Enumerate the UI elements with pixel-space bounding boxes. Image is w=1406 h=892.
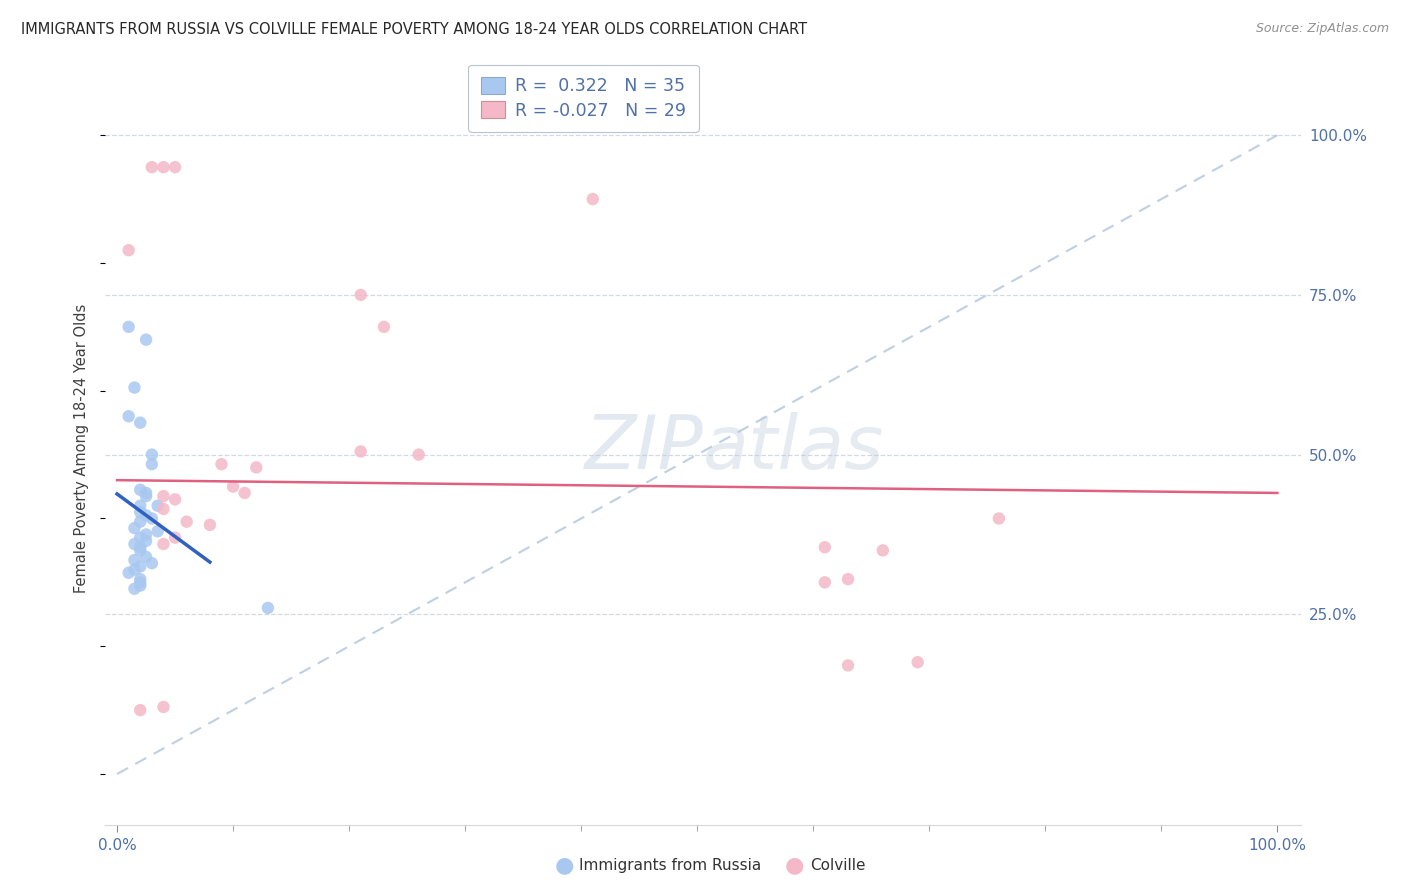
- Point: [198, 517, 221, 532]
- Point: [408, 448, 430, 462]
- Point: [129, 483, 152, 497]
- Point: [146, 499, 169, 513]
- Y-axis label: Female Poverty Among 18-24 Year Olds: Female Poverty Among 18-24 Year Olds: [75, 303, 90, 593]
- Point: [165, 531, 187, 545]
- Point: [872, 543, 894, 558]
- Text: atlas: atlas: [703, 412, 884, 484]
- Point: [987, 511, 1010, 525]
- Point: [211, 457, 233, 471]
- Point: [152, 502, 174, 516]
- Point: [141, 448, 163, 462]
- Point: [907, 655, 929, 669]
- Point: [129, 540, 152, 554]
- Point: [129, 575, 152, 590]
- Point: [233, 486, 256, 500]
- Point: [152, 700, 174, 714]
- Point: [165, 160, 187, 174]
- Text: Source: ZipAtlas.com: Source: ZipAtlas.com: [1256, 22, 1389, 36]
- Point: [124, 521, 146, 535]
- Point: [350, 444, 373, 458]
- Point: [141, 556, 163, 570]
- Point: [129, 559, 152, 574]
- Point: [176, 515, 198, 529]
- Point: [165, 492, 187, 507]
- Point: [124, 380, 146, 394]
- Point: [129, 578, 152, 592]
- Point: [135, 508, 157, 523]
- Text: Colville: Colville: [810, 858, 865, 872]
- Point: [129, 515, 152, 529]
- Point: [141, 511, 163, 525]
- Point: [245, 460, 267, 475]
- Point: [152, 537, 174, 551]
- Text: ●: ●: [554, 855, 574, 875]
- Point: [118, 566, 141, 580]
- Point: [837, 658, 859, 673]
- Point: [129, 543, 152, 558]
- Point: [124, 582, 146, 596]
- Point: [124, 563, 146, 577]
- Point: [582, 192, 605, 206]
- Point: [129, 416, 152, 430]
- Point: [222, 479, 245, 493]
- Point: [135, 489, 157, 503]
- Point: [135, 549, 157, 564]
- Point: [814, 540, 837, 554]
- Point: [129, 499, 152, 513]
- Point: [124, 537, 146, 551]
- Point: [124, 553, 146, 567]
- Text: ●: ●: [785, 855, 804, 875]
- Point: [141, 160, 163, 174]
- Point: [141, 457, 163, 471]
- Point: [814, 575, 837, 590]
- Point: [118, 409, 141, 424]
- Point: [135, 486, 157, 500]
- Point: [135, 533, 157, 548]
- Legend: R =  0.322   N = 35, R = -0.027   N = 29: R = 0.322 N = 35, R = -0.027 N = 29: [468, 65, 699, 132]
- Point: [129, 505, 152, 519]
- Point: [350, 288, 373, 302]
- Point: [129, 572, 152, 586]
- Point: [129, 703, 152, 717]
- Point: [135, 527, 157, 541]
- Text: Immigrants from Russia: Immigrants from Russia: [579, 858, 762, 872]
- Point: [152, 160, 174, 174]
- Text: ZIP: ZIP: [585, 412, 703, 484]
- Point: [837, 572, 859, 586]
- Point: [118, 244, 141, 258]
- Point: [118, 319, 141, 334]
- Point: [135, 333, 157, 347]
- Point: [152, 489, 174, 503]
- Point: [129, 531, 152, 545]
- Point: [257, 601, 280, 615]
- Point: [146, 524, 169, 539]
- Text: IMMIGRANTS FROM RUSSIA VS COLVILLE FEMALE POVERTY AMONG 18-24 YEAR OLDS CORRELAT: IMMIGRANTS FROM RUSSIA VS COLVILLE FEMAL…: [21, 22, 807, 37]
- Point: [373, 319, 395, 334]
